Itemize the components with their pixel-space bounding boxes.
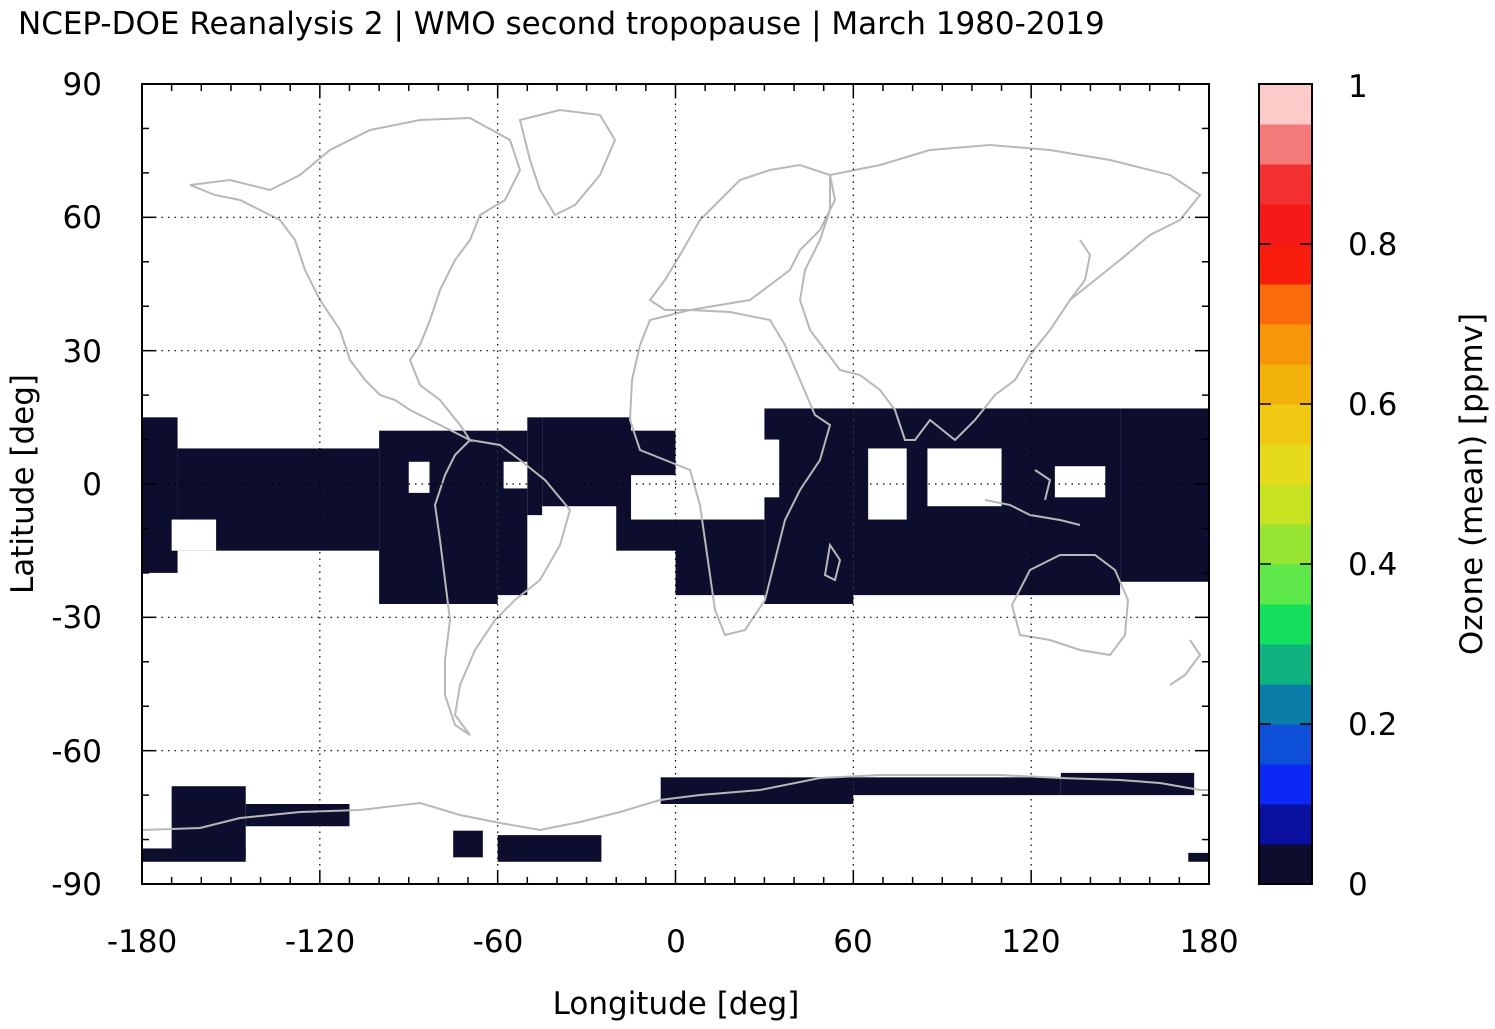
axis-minor-ticks — [141, 83, 1210, 885]
ozone-cell-region — [245, 804, 350, 827]
coastline-indonesia — [984, 469, 1081, 526]
ozone-gap-region — [631, 475, 676, 520]
ozone-cell-region — [1120, 408, 1209, 582]
ozone-cell-region — [853, 777, 1061, 796]
colorbar-swatch — [1259, 724, 1312, 765]
x-axis: -180 -120 -60 0 60 120 180 Longitude [de… — [107, 924, 1239, 1022]
colorbar-swatch — [1259, 524, 1312, 565]
ozone-gap-region — [690, 439, 780, 498]
colorbar-tick-label: 0.4 — [1348, 547, 1397, 583]
ozone-cell-region — [675, 519, 765, 596]
colorbar-swatch — [1259, 804, 1312, 845]
y-axis-label: Latitude [deg] — [5, 374, 41, 594]
colorbar-swatch — [1259, 84, 1312, 125]
colorbar-frame — [1258, 83, 1313, 885]
grid-lines — [142, 84, 1209, 884]
coastline-japan — [1069, 239, 1092, 301]
coastline-asia — [798, 143, 1202, 442]
x-tick-label: -180 — [107, 924, 177, 960]
ozone-cell-region — [171, 786, 246, 858]
ozone-cell-region — [497, 430, 528, 596]
colorbar-swatch — [1259, 124, 1312, 165]
y-tick-label: 30 — [63, 334, 102, 370]
x-tick-label: -120 — [285, 924, 355, 960]
coastline-antarctica — [141, 774, 1209, 832]
map-plot-area — [141, 83, 1210, 885]
coastline-greenland — [518, 108, 617, 217]
colorbar-swatch — [1259, 844, 1312, 885]
y-tick-label: -90 — [51, 867, 102, 903]
coastline-africa — [628, 308, 832, 637]
ozone-cell-region — [379, 430, 498, 604]
ozone-cell-region — [497, 835, 602, 862]
colorbar-tick-label: 0.8 — [1348, 227, 1397, 263]
x-axis-label: Longitude [deg] — [553, 986, 800, 1022]
y-tick-label: 90 — [63, 67, 102, 103]
colorbar-swatch — [1259, 644, 1312, 685]
coastline-madagascar — [823, 542, 842, 582]
chart-title: NCEP-DOE Reanalysis 2 | WMO second tropo… — [18, 6, 1105, 42]
ozone-gap-region — [408, 461, 430, 493]
y-tick-label: -60 — [51, 734, 102, 770]
coastline-north-america — [189, 116, 522, 443]
x-tick-label: 120 — [1001, 924, 1060, 960]
colorbar-swatch — [1259, 564, 1312, 605]
colorbar-tick-label: 0.6 — [1348, 387, 1397, 423]
colorbar-label: Ozone (mean) [ppmv] — [1454, 313, 1490, 655]
colorbar-tick-label: 0.2 — [1348, 707, 1397, 743]
coastlines — [141, 108, 1209, 832]
colorbar-ticks — [1259, 83, 1312, 885]
x-tick-label: -60 — [473, 924, 524, 960]
ozone-gap-region — [503, 461, 528, 489]
ozone-gap-layer — [171, 439, 1106, 551]
colorbar-swatch — [1259, 604, 1312, 645]
colorbar-swatch — [1259, 204, 1312, 245]
ozone-gap-region — [171, 519, 217, 551]
ozone-cell-region — [1060, 772, 1195, 796]
ozone-cell-region — [764, 408, 854, 604]
colorbar-swatch — [1259, 404, 1312, 445]
x-tick-label: 0 — [666, 924, 686, 960]
y-axis: 90 60 30 0 -30 -60 -90 Latitude [deg] — [5, 67, 102, 903]
ozone-gap-region — [1054, 466, 1106, 498]
ozone-cell-region — [142, 848, 246, 862]
colorbar-swatches — [1259, 84, 1312, 885]
ozone-gap-region — [868, 448, 907, 520]
colorbar: 0 0.2 0.4 0.6 0.8 1 Ozone (mean) [ppmv] — [1258, 69, 1490, 903]
colorbar-swatch — [1259, 444, 1312, 485]
y-tick-label: 0 — [82, 467, 102, 503]
colorbar-swatch — [1259, 684, 1312, 725]
colorbar-swatch — [1259, 164, 1312, 205]
ozone-gap-region — [927, 448, 1002, 507]
x-tick-label: 180 — [1179, 924, 1238, 960]
ozone-cell-region — [527, 417, 543, 516]
x-tick-label: 60 — [833, 924, 872, 960]
ozone-cell-region — [1188, 852, 1209, 862]
colorbar-swatch — [1259, 484, 1312, 525]
colorbar-swatch — [1259, 764, 1312, 805]
colorbar-swatch — [1259, 364, 1312, 405]
colorbar-tick-label: 0 — [1348, 867, 1368, 903]
colorbar-tick-label: 1 — [1348, 69, 1368, 105]
y-tick-label: 60 — [63, 200, 102, 236]
coastline-europe — [648, 163, 837, 311]
y-tick-label: -30 — [51, 600, 102, 636]
ozone-cell-region — [453, 830, 483, 858]
ozone-cell-region — [1001, 408, 1121, 596]
coastline-new-zealand — [1169, 639, 1202, 686]
colorbar-swatch — [1259, 244, 1312, 285]
coastline-australia — [1010, 554, 1130, 657]
colorbar-swatch — [1259, 284, 1312, 325]
colorbar-swatch — [1259, 324, 1312, 365]
coastline-south-america — [433, 438, 572, 736]
